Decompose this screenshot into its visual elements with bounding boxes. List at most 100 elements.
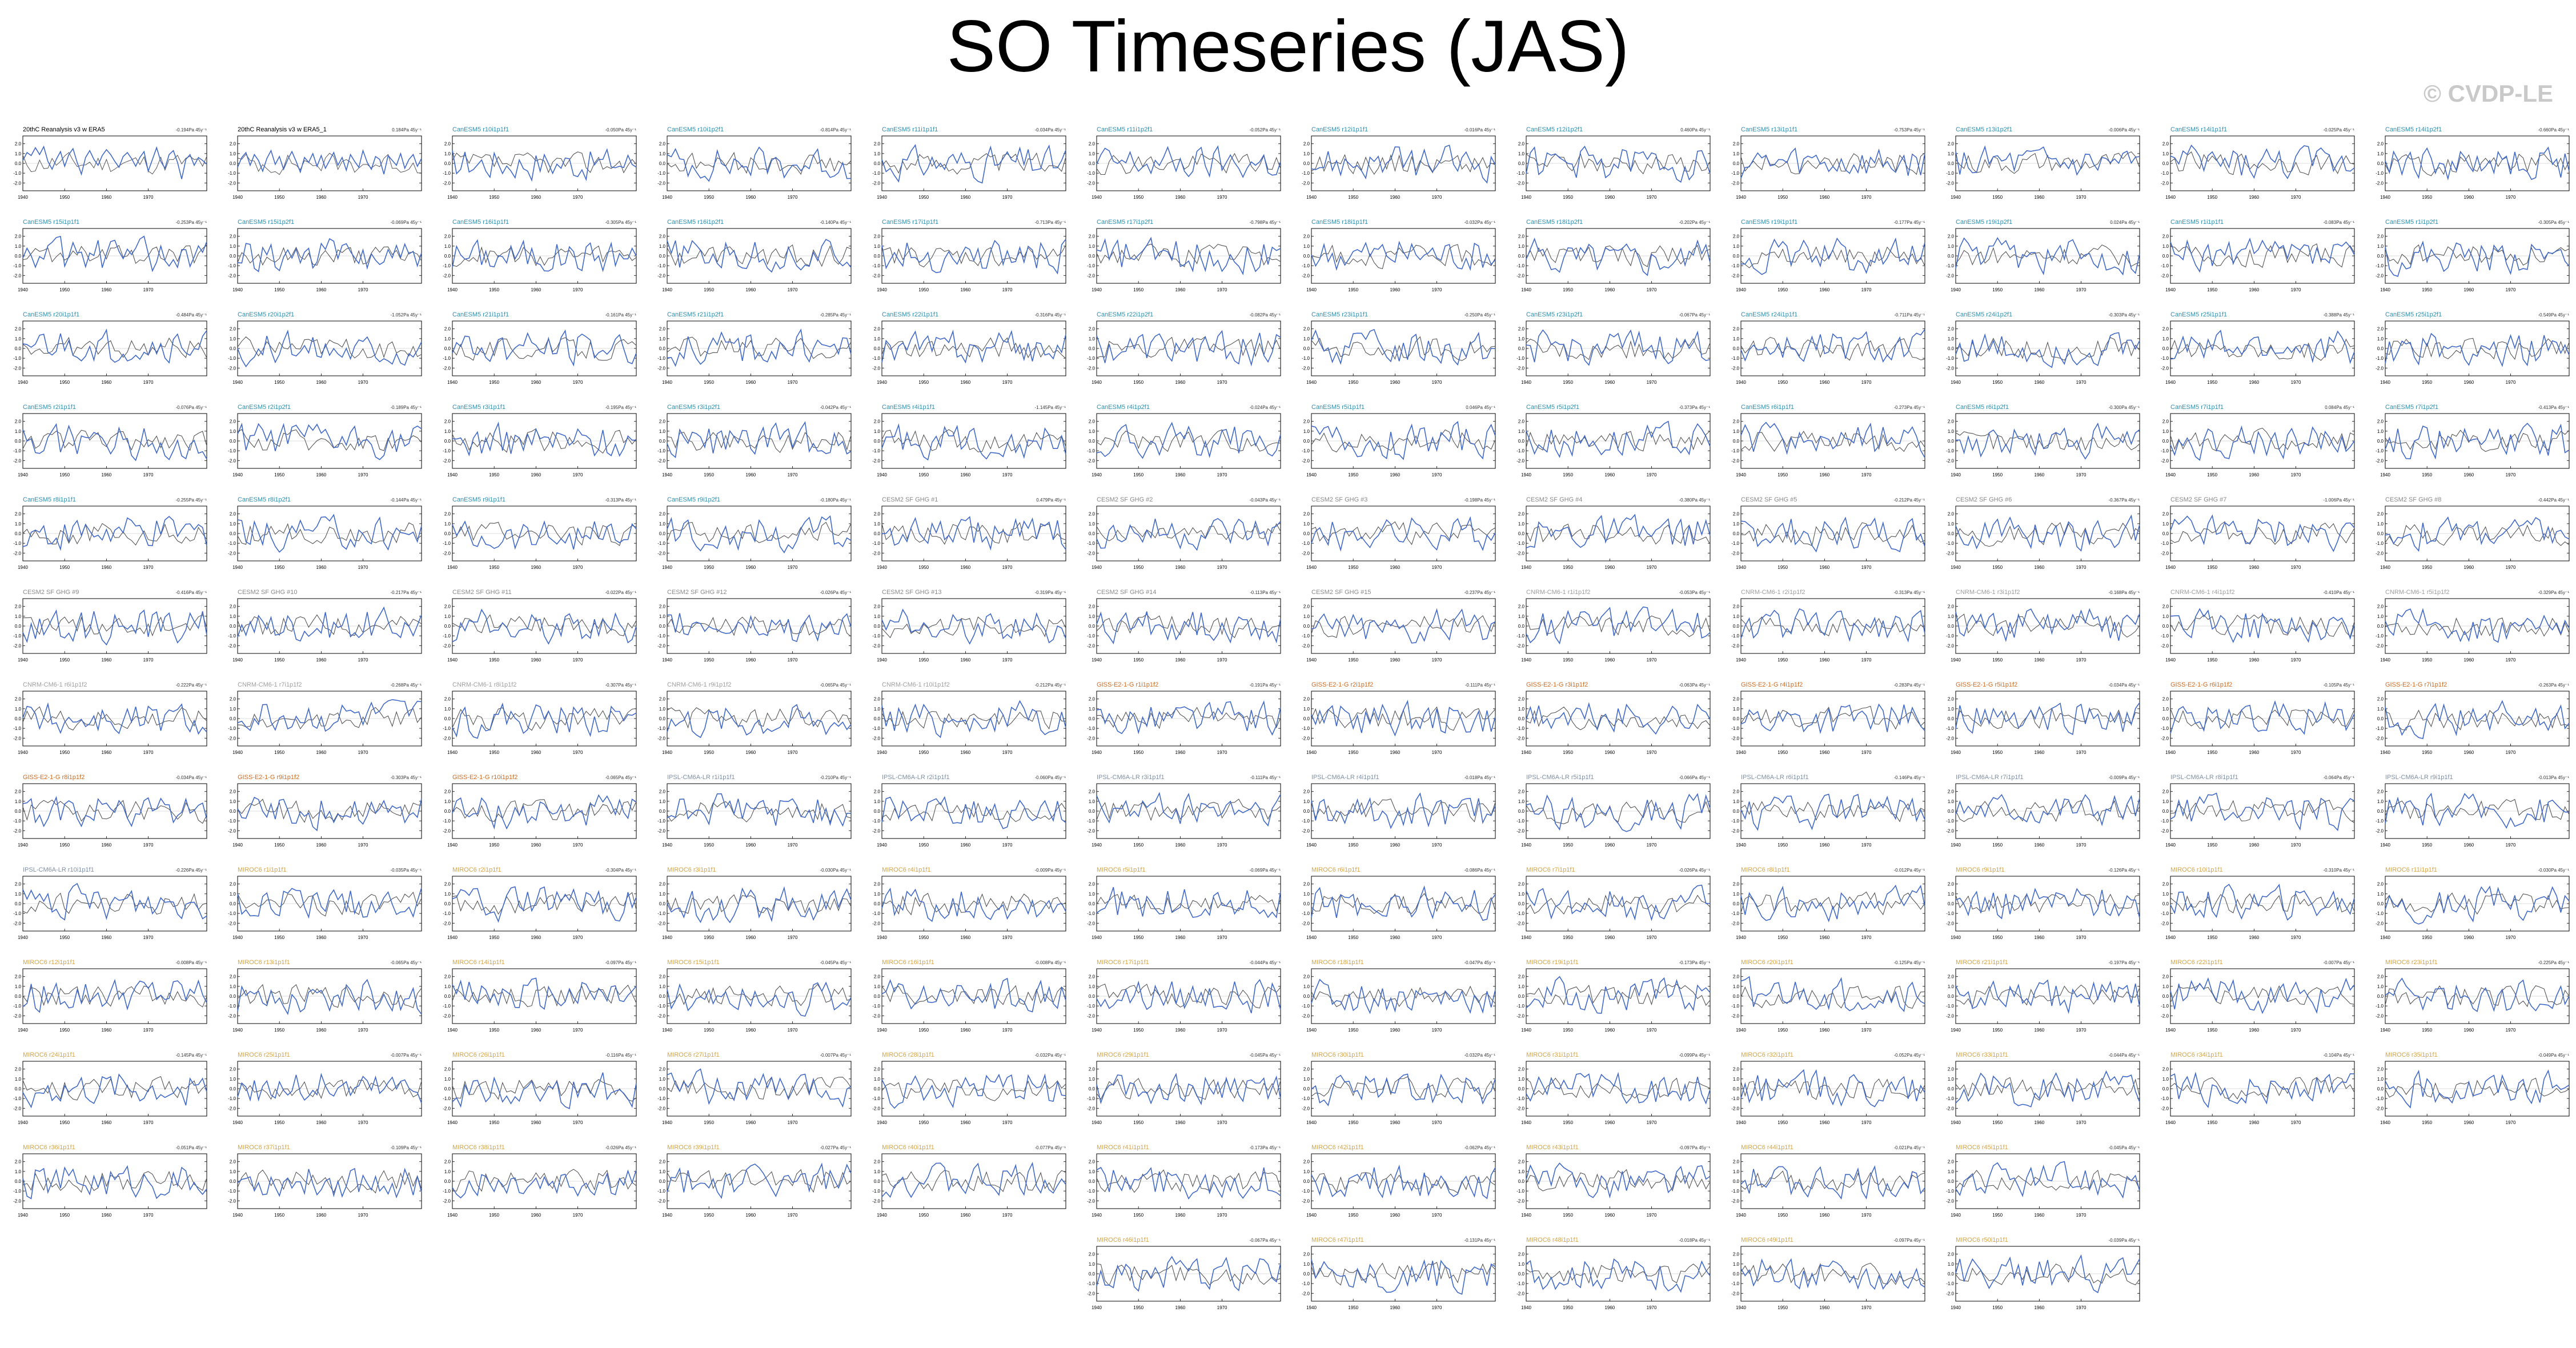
y-tick-label: -1.0 xyxy=(872,911,880,916)
ts-panel: MIROC6 r29i1p1f1 -0.045Pa 45y⁻¹2.01.00.0-… xyxy=(1087,1052,1281,1125)
ts-panel: MIROC6 r25i1p1f1 -0.007Pa 45y⁻¹2.01.00.0-… xyxy=(228,1052,422,1125)
panel-label: CanESM5 r13i1p2f1 xyxy=(1956,126,2012,133)
ts-panel: MIROC6 r46i1p1f1 -0.067Pa 45y⁻¹2.01.00.0-… xyxy=(1087,1237,1281,1310)
x-tick-label: 1960 xyxy=(745,1120,756,1125)
x-tick-label: 1940 xyxy=(877,195,887,200)
ts-panel: CESM2 SF GHG #11 -0.022Pa 45y⁻¹2.01.00.0-… xyxy=(443,589,637,663)
x-tick-label: 1940 xyxy=(2165,657,2176,663)
model-series-line xyxy=(2385,608,2570,643)
x-tick-label: 1940 xyxy=(877,472,887,478)
panel-label: MIROC6 r32i1p1f1 xyxy=(1741,1052,1793,1058)
panel-trend: -0.145Pa 45y⁻¹ xyxy=(176,1053,207,1058)
y-tick-label: 1.0 xyxy=(444,614,451,619)
ensemble-series-line xyxy=(1740,705,1925,730)
x-tick-label: 1970 xyxy=(1861,1028,1872,1033)
reference-series-line xyxy=(237,153,422,175)
x-tick-label: 1970 xyxy=(573,842,583,848)
y-tick-label: 0.0 xyxy=(15,716,22,721)
panel-trend: -0.303Pa 45y⁻¹ xyxy=(391,775,422,780)
x-tick-label: 1940 xyxy=(1736,750,1746,755)
y-tick-label: -1.0 xyxy=(872,1004,880,1009)
ensemble-series-line xyxy=(2170,1077,2355,1100)
panel-label: MIROC6 r22i1p1f1 xyxy=(2170,959,2223,966)
x-tick-label: 1960 xyxy=(316,750,326,755)
y-tick-label: 0.0 xyxy=(1948,1179,1955,1184)
x-tick-label: 1950 xyxy=(1348,565,1358,570)
model-series-line xyxy=(237,513,422,553)
y-tick-label: 2.0 xyxy=(1733,789,1740,795)
y-tick-label: 2.0 xyxy=(2162,512,2169,517)
panel-trend: -0.413Pa 45y⁻¹ xyxy=(2538,405,2570,410)
ensemble-series-line xyxy=(667,1169,852,1193)
model-series-line xyxy=(452,1169,637,1199)
panel-label: CanESM5 r2i1p2f1 xyxy=(238,404,291,411)
ensemble-series-line xyxy=(452,245,637,267)
y-tick-label: 2.0 xyxy=(2377,142,2384,147)
y-tick-label: -2.0 xyxy=(228,1106,236,1111)
panel-label: GISS-E2-1-G r10i1p1f2 xyxy=(452,774,517,781)
y-tick-label: 0.0 xyxy=(444,346,451,351)
x-tick-label: 1960 xyxy=(1819,657,1829,663)
x-tick-label: 1970 xyxy=(2506,287,2516,292)
x-tick-label: 1950 xyxy=(489,565,499,570)
ensemble-series-line xyxy=(1740,891,1925,916)
y-tick-label: 2.0 xyxy=(874,419,881,424)
x-tick-label: 1940 xyxy=(18,472,28,478)
y-tick-label: -1.0 xyxy=(2376,541,2384,546)
x-tick-label: 1950 xyxy=(704,842,714,848)
y-tick-label: 0.0 xyxy=(874,809,881,814)
panel-trend: -0.030Pa 45y⁻¹ xyxy=(820,868,852,873)
x-tick-label: 1960 xyxy=(1604,842,1615,848)
x-tick-label: 1970 xyxy=(573,472,583,478)
x-tick-label: 1940 xyxy=(877,1120,887,1125)
y-tick-label: 0.0 xyxy=(15,624,22,629)
x-tick-label: 1950 xyxy=(2207,657,2217,663)
panel-label: MIROC6 r47i1p1f1 xyxy=(1311,1237,1364,1243)
x-tick-label: 1960 xyxy=(2249,380,2259,385)
x-tick-label: 1960 xyxy=(960,565,970,570)
x-tick-label: 1960 xyxy=(101,287,111,292)
y-tick-label: 1.0 xyxy=(2162,984,2169,989)
x-tick-label: 1960 xyxy=(1819,195,1829,200)
panel-label: CanESM5 r15i1p2f1 xyxy=(238,219,294,226)
x-tick-label: 1940 xyxy=(1736,842,1746,848)
panel-label: CanESM5 r21i1p2f1 xyxy=(667,311,724,318)
y-tick-label: 0.0 xyxy=(1733,809,1740,814)
ts-panel: CanESM5 r25i1p2f1 -0.549Pa 45y⁻¹2.01.00.0… xyxy=(2376,311,2570,385)
model-series-line xyxy=(881,608,1066,645)
x-tick-label: 1950 xyxy=(1777,750,1788,755)
watermark: © CVDP-LE xyxy=(2423,80,2553,107)
ts-panel: CanESM5 r11i1p2f1 -0.052Pa 45y⁻¹2.01.00.0… xyxy=(1087,126,1281,200)
panel-trend: -0.026Pa 45y⁻¹ xyxy=(820,590,852,595)
y-tick-label: 2.0 xyxy=(1518,142,1525,147)
ensemble-series-line xyxy=(22,706,207,731)
x-tick-label: 1940 xyxy=(1521,287,1531,292)
page-title: SO Timeseries (JAS) xyxy=(946,6,1630,87)
y-tick-label: 0.0 xyxy=(1948,901,1955,906)
y-tick-label: 2.0 xyxy=(444,1067,451,1072)
ts-panel: CanESM5 r22i1p2f1 -0.082Pa 45y⁻¹2.01.00.0… xyxy=(1087,311,1281,385)
x-tick-label: 1950 xyxy=(918,657,929,663)
model-series-line xyxy=(2385,700,2570,739)
y-tick-label: 2.0 xyxy=(15,882,22,887)
x-tick-label: 1940 xyxy=(2380,935,2390,940)
y-tick-label: -2.0 xyxy=(657,1013,665,1018)
x-tick-label: 1970 xyxy=(1432,565,1442,570)
x-tick-label: 1960 xyxy=(316,1213,326,1218)
x-tick-label: 1970 xyxy=(1432,935,1442,940)
panel-label: IPSL-CM6A-LR r10i1p1f1 xyxy=(23,866,94,873)
x-tick-label: 1960 xyxy=(2249,195,2259,200)
x-tick-label: 1960 xyxy=(2034,472,2044,478)
panel-trend: -0.442Pa 45y⁻¹ xyxy=(2538,498,2570,503)
model-series-line xyxy=(1740,703,1925,735)
x-tick-label: 1950 xyxy=(274,472,284,478)
y-tick-label: -1.0 xyxy=(1087,1096,1095,1101)
x-tick-label: 1960 xyxy=(2463,1120,2474,1125)
x-tick-label: 1950 xyxy=(704,1213,714,1218)
x-tick-label: 1950 xyxy=(1992,1028,2003,1033)
x-tick-label: 1950 xyxy=(2207,380,2217,385)
y-tick-label: 1.0 xyxy=(444,151,451,157)
y-tick-label: -1.0 xyxy=(1087,633,1095,639)
model-series-line xyxy=(2170,1072,2354,1109)
y-tick-label: -1.0 xyxy=(443,633,451,639)
